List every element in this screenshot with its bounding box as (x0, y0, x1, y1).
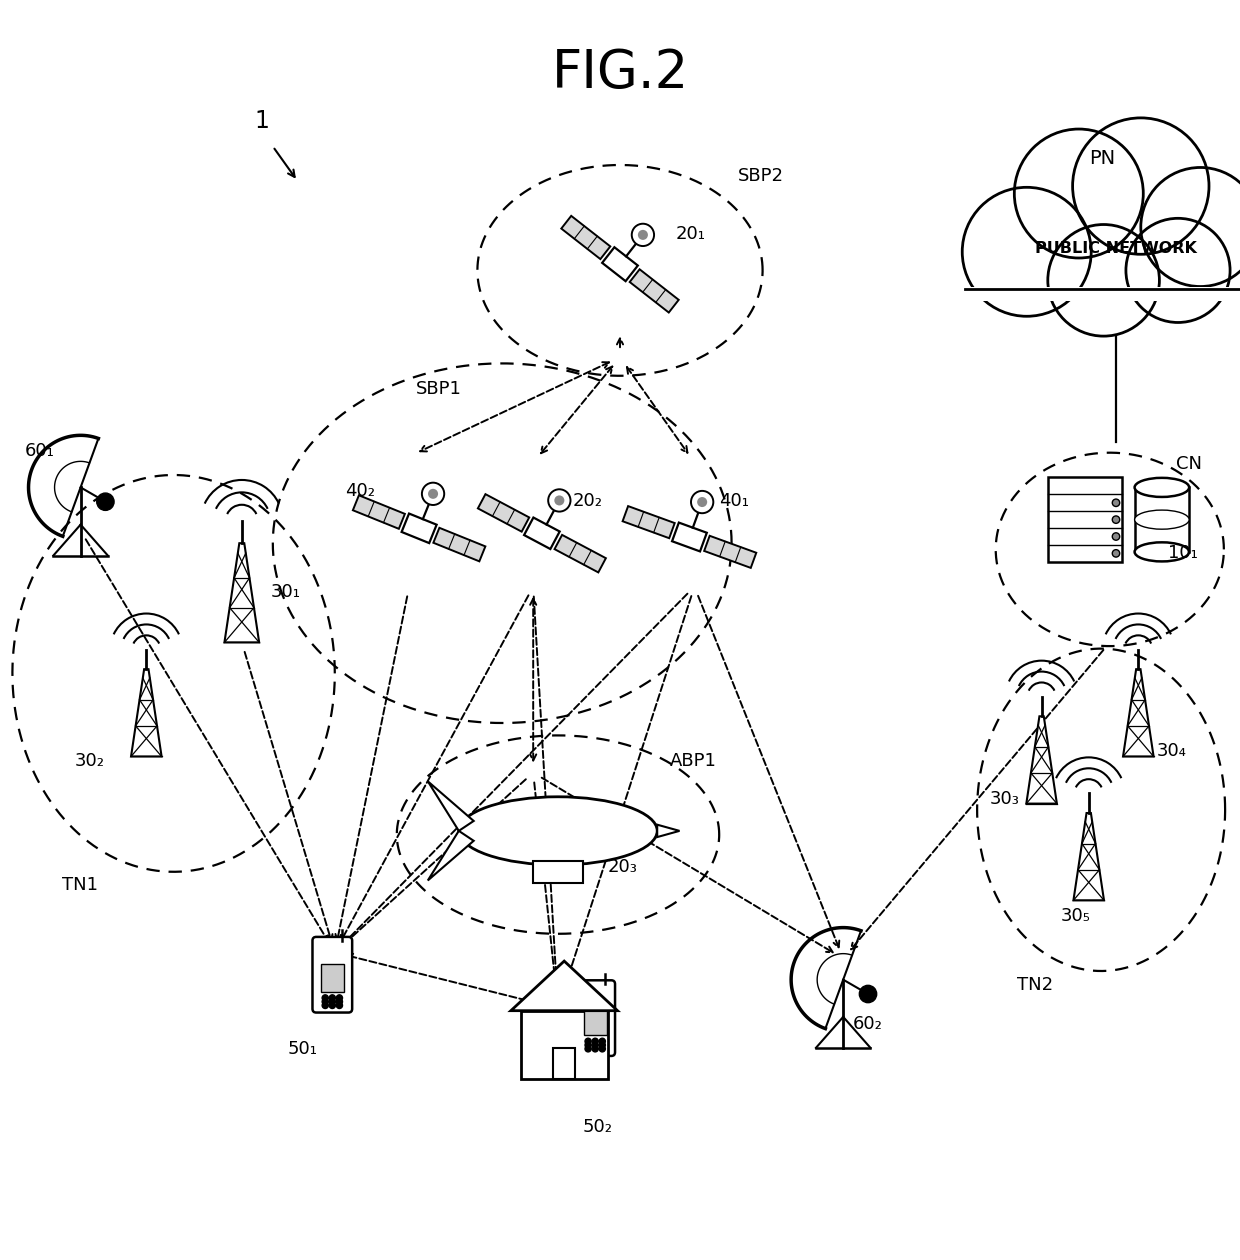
Circle shape (1048, 224, 1159, 336)
Circle shape (329, 1002, 335, 1008)
Polygon shape (554, 536, 606, 572)
Polygon shape (525, 518, 559, 549)
Text: SBP2: SBP2 (738, 168, 784, 185)
Circle shape (428, 489, 438, 499)
Circle shape (631, 224, 653, 246)
Text: SBP1: SBP1 (415, 381, 461, 398)
Text: TN2: TN2 (1017, 975, 1053, 994)
Circle shape (1126, 218, 1230, 323)
Circle shape (591, 1042, 598, 1048)
Text: 20₂: 20₂ (573, 491, 603, 510)
Text: 50₂: 50₂ (583, 1118, 613, 1137)
Polygon shape (477, 494, 529, 532)
Text: PUBLIC NETWORK: PUBLIC NETWORK (1035, 241, 1197, 256)
Polygon shape (672, 523, 707, 552)
Polygon shape (402, 514, 436, 543)
Polygon shape (353, 495, 405, 529)
Text: 30₄: 30₄ (1157, 742, 1187, 761)
Circle shape (585, 1042, 591, 1048)
Bar (1135, 488, 1189, 552)
Circle shape (329, 999, 335, 1004)
Text: 20₁: 20₁ (676, 226, 706, 243)
Polygon shape (1027, 716, 1056, 804)
Polygon shape (428, 830, 474, 881)
Bar (1048, 478, 1122, 562)
Circle shape (548, 489, 570, 512)
Circle shape (585, 1046, 591, 1052)
Text: FIG.2: FIG.2 (552, 47, 688, 100)
Text: 50₁: 50₁ (288, 1040, 317, 1058)
Circle shape (591, 1046, 598, 1052)
Bar (533, 861, 583, 883)
Ellipse shape (459, 796, 657, 864)
Circle shape (1112, 533, 1120, 541)
Text: 40₁: 40₁ (719, 491, 749, 510)
Polygon shape (433, 528, 485, 562)
Circle shape (336, 1002, 342, 1008)
Polygon shape (562, 215, 610, 260)
Text: 20₃: 20₃ (608, 858, 637, 876)
Text: 30₅: 30₅ (1060, 907, 1090, 925)
Text: 1: 1 (254, 108, 269, 132)
Polygon shape (428, 781, 474, 830)
Circle shape (1073, 118, 1209, 255)
Polygon shape (511, 961, 618, 1011)
Circle shape (1112, 549, 1120, 557)
Bar (584, 1008, 606, 1036)
Text: 30₂: 30₂ (74, 752, 104, 770)
Circle shape (1141, 168, 1240, 286)
Circle shape (859, 985, 877, 1003)
Circle shape (599, 1046, 605, 1052)
Bar (521, 1011, 608, 1079)
Circle shape (599, 1038, 605, 1045)
Polygon shape (622, 507, 675, 538)
Circle shape (637, 229, 649, 239)
Polygon shape (657, 825, 680, 837)
Text: 30₁: 30₁ (270, 582, 300, 601)
Circle shape (1014, 129, 1143, 258)
Ellipse shape (1135, 510, 1189, 529)
Polygon shape (1123, 669, 1153, 756)
Bar (955, 286, 1240, 301)
Ellipse shape (1135, 542, 1189, 562)
Text: 10₁: 10₁ (1168, 544, 1198, 562)
Circle shape (554, 495, 564, 505)
Text: CN: CN (1176, 455, 1202, 472)
Circle shape (336, 999, 342, 1004)
Ellipse shape (1135, 478, 1189, 496)
Polygon shape (1074, 813, 1104, 901)
Circle shape (329, 995, 335, 1000)
Circle shape (1112, 499, 1120, 507)
Circle shape (962, 188, 1091, 316)
Text: TN1: TN1 (62, 877, 98, 895)
FancyBboxPatch shape (312, 937, 352, 1013)
Text: 60₂: 60₂ (853, 1016, 883, 1033)
Circle shape (585, 1038, 591, 1045)
Circle shape (322, 999, 329, 1004)
Text: ABP1: ABP1 (670, 752, 717, 770)
Circle shape (97, 493, 114, 510)
Circle shape (336, 995, 342, 1000)
Text: 30₃: 30₃ (990, 790, 1019, 808)
Bar (321, 964, 343, 992)
Circle shape (422, 483, 444, 505)
Circle shape (1112, 515, 1120, 523)
Polygon shape (224, 543, 259, 643)
Circle shape (322, 1002, 329, 1008)
Polygon shape (603, 247, 637, 281)
Circle shape (691, 491, 713, 513)
Text: PN: PN (1089, 149, 1115, 168)
Circle shape (591, 1038, 598, 1045)
Circle shape (697, 496, 707, 507)
Text: 40₂: 40₂ (345, 483, 374, 500)
Polygon shape (704, 536, 756, 568)
Circle shape (322, 995, 329, 1000)
FancyBboxPatch shape (575, 980, 615, 1056)
Polygon shape (131, 669, 161, 756)
Polygon shape (630, 270, 678, 312)
Text: 60₁: 60₁ (25, 442, 55, 460)
Bar (553, 1048, 575, 1079)
Circle shape (599, 1042, 605, 1048)
